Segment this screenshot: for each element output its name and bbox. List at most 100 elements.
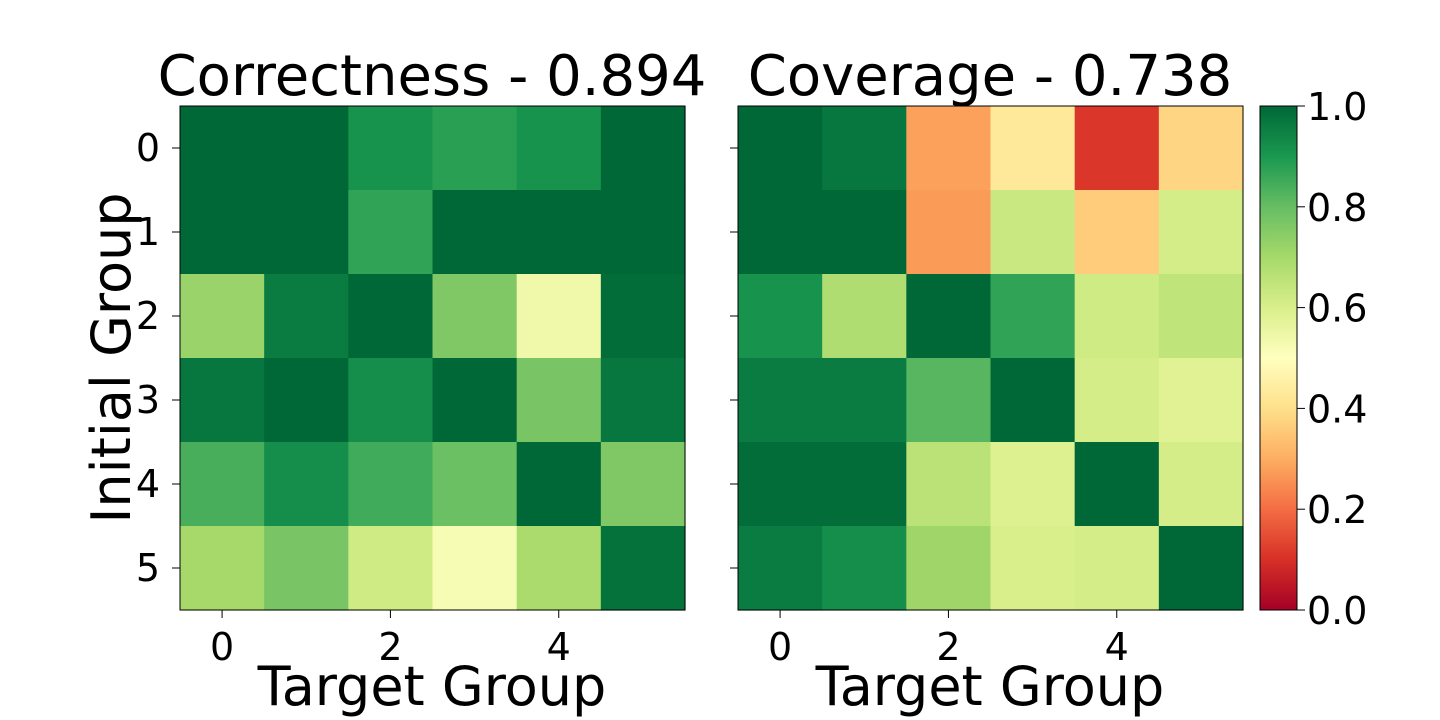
- heatmap-cell: [348, 190, 434, 275]
- colorbar-tick-label: 0.2: [1307, 488, 1367, 532]
- x-tick-label: 0: [210, 625, 234, 669]
- heatmap-cell: [906, 190, 992, 275]
- x-tick-label: 2: [936, 625, 960, 669]
- correctness-cells: [180, 106, 686, 611]
- heatmap-cell: [822, 274, 907, 359]
- heatmap-cell: [906, 442, 992, 527]
- heatmap-cell: [822, 442, 907, 527]
- coverage-heatmap-panel: Coverage - 0.738 0 2 4 Target Group: [730, 44, 1244, 718]
- heatmap-cell: [822, 526, 907, 611]
- heatmap-cell: [1158, 190, 1244, 275]
- heatmap-cell: [600, 190, 686, 275]
- heatmap-cell: [180, 106, 265, 191]
- coverage-x-axis-label: Target Group: [815, 655, 1165, 718]
- heatmap-cell: [1074, 358, 1160, 443]
- y-tick-label: 2: [136, 294, 160, 338]
- heatmap-cell: [348, 358, 434, 443]
- colorbar: 0.0 0.2 0.4 0.6 0.8 1.0: [1259, 85, 1367, 633]
- heatmap-cell: [1074, 274, 1160, 359]
- heatmap-cell: [264, 106, 349, 191]
- colorbar-gradient: [1260, 106, 1297, 610]
- heatmap-cell: [990, 274, 1076, 359]
- y-tick-label: 3: [136, 378, 160, 422]
- heatmap-cell: [738, 106, 823, 191]
- colorbar-tick-label: 0.8: [1307, 186, 1367, 230]
- heatmap-cell: [1158, 358, 1244, 443]
- heatmap-cell: [990, 526, 1076, 611]
- heatmap-cell: [432, 106, 518, 191]
- y-tick-label: 0: [136, 126, 160, 170]
- heatmap-cell: [348, 526, 434, 611]
- heatmap-cell: [1074, 190, 1160, 275]
- heatmap-cell: [600, 106, 686, 191]
- heatmap-cell: [600, 442, 686, 527]
- heatmap-cell: [180, 358, 265, 443]
- colorbar-tick-label: 0.0: [1307, 589, 1367, 633]
- heatmap-cell: [738, 358, 823, 443]
- heatmap-cell: [1074, 442, 1160, 527]
- x-tick-label: 2: [378, 625, 402, 669]
- correctness-y-ticks: 0 1 2 3 4 5: [136, 126, 180, 590]
- heatmap-cell: [180, 442, 265, 527]
- heatmap-cell: [738, 442, 823, 527]
- heatmap-cell: [432, 274, 518, 359]
- heatmap-cell: [1158, 106, 1244, 191]
- x-tick-label: 0: [768, 625, 792, 669]
- heatmap-cell: [432, 358, 518, 443]
- heatmap-cell: [432, 442, 518, 527]
- heatmap-cell: [180, 526, 265, 611]
- heatmap-cell: [264, 190, 349, 275]
- heatmap-cell: [600, 358, 686, 443]
- x-tick-label: 4: [547, 625, 571, 669]
- heatmap-cell: [264, 274, 349, 359]
- heatmap-cell: [516, 274, 602, 359]
- coverage-y-ticks: [730, 147, 738, 569]
- heatmap-cell: [906, 358, 992, 443]
- heatmap-cell: [264, 358, 349, 443]
- heatmap-cell: [516, 442, 602, 527]
- correctness-x-ticks: 0 2 4: [210, 610, 571, 669]
- heatmap-cell: [264, 526, 349, 611]
- colorbar-frame: [1259, 105, 1298, 611]
- correctness-y-axis-label: Initial Group: [80, 193, 143, 524]
- coverage-title: Coverage - 0.738: [748, 44, 1232, 109]
- coverage-plot-frame: [737, 105, 1244, 611]
- heatmap-cell: [822, 190, 907, 275]
- heatmap-cell: [906, 106, 992, 191]
- heatmap-cell: [738, 274, 823, 359]
- heatmap-cell: [1074, 106, 1160, 191]
- heatmap-cell: [432, 190, 518, 275]
- heatmap-cell: [990, 442, 1076, 527]
- coverage-cells: [738, 106, 1244, 611]
- heatmap-cell: [1158, 526, 1244, 611]
- heatmap-cell: [990, 190, 1076, 275]
- heatmap-cell: [1074, 526, 1160, 611]
- heatmap-cell: [264, 442, 349, 527]
- heatmap-cell: [600, 274, 686, 359]
- correctness-heatmap-panel: Correctness - 0.894 0 2 4 0 1 2 3 4 5 Target Gr…: [80, 44, 706, 718]
- heatmap-cell: [600, 526, 686, 611]
- heatmap-cell: [990, 358, 1076, 443]
- y-tick-label: 4: [136, 462, 160, 506]
- heatmap-cell: [348, 274, 434, 359]
- heatmap-cell: [1158, 274, 1244, 359]
- heatmap-cell: [516, 190, 602, 275]
- heatmap-cell: [432, 526, 518, 611]
- heatmap-cell: [180, 274, 265, 359]
- correctness-x-axis-label: Target Group: [257, 655, 607, 718]
- y-tick-label: 5: [136, 546, 160, 590]
- heatmap-cell: [348, 442, 434, 527]
- correctness-plot-frame: [179, 105, 686, 611]
- colorbar-tick-label: 1.0: [1307, 85, 1367, 129]
- heatmap-cell: [1158, 442, 1244, 527]
- colorbar-ticks: 0.0 0.2 0.4 0.6 0.8 1.0: [1297, 85, 1367, 633]
- heatmap-cell: [738, 190, 823, 275]
- heatmap-cell: [738, 526, 823, 611]
- correctness-title: Correctness - 0.894: [158, 44, 707, 109]
- heatmap-cell: [822, 106, 907, 191]
- heatmap-cell: [516, 106, 602, 191]
- heatmap-cell: [822, 358, 907, 443]
- heatmap-cell: [906, 274, 992, 359]
- coverage-x-ticks: 0 2 4: [768, 610, 1129, 669]
